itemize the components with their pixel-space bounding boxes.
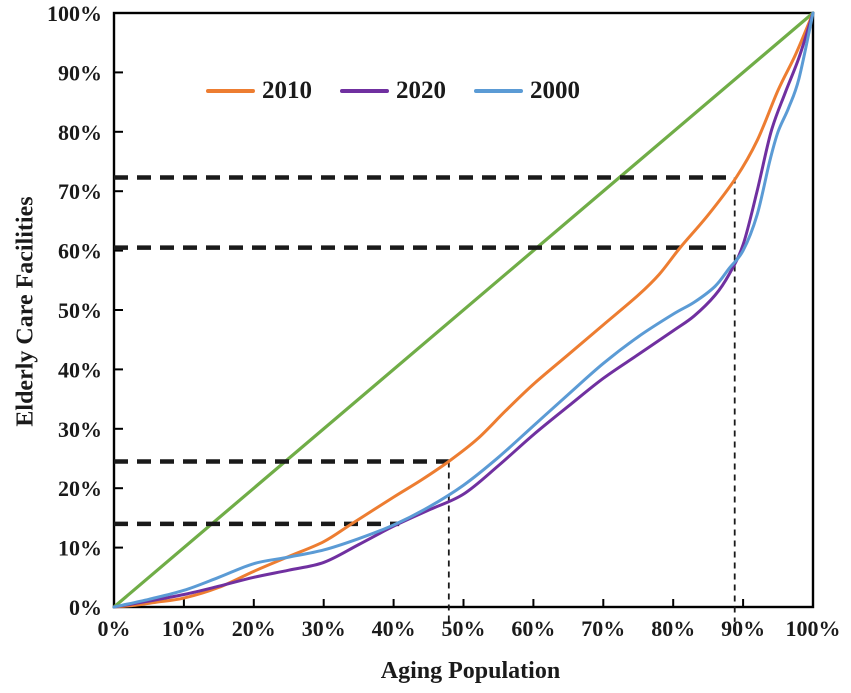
legend-item-2020: 2020 xyxy=(340,78,446,103)
legend-item-2000: 2000 xyxy=(474,78,580,103)
x-tick-label: 20% xyxy=(232,616,276,641)
legend-line-2000 xyxy=(474,88,523,93)
y-tick-label: 10% xyxy=(58,536,102,561)
legend-line-2020 xyxy=(340,88,389,93)
x-tick-label: 80% xyxy=(651,616,695,641)
y-tick-label: 40% xyxy=(58,357,102,382)
y-tick-label: 60% xyxy=(58,239,102,264)
legend-label-2020: 2020 xyxy=(396,77,446,104)
series-2020 xyxy=(112,11,815,609)
x-tick-label: 70% xyxy=(581,616,625,641)
legend-item-2010: 2010 xyxy=(206,78,312,103)
series-2000 xyxy=(112,11,815,609)
y-tick-label: 90% xyxy=(58,60,102,85)
y-tick-label: 0% xyxy=(69,595,102,620)
x-tick-label: 90% xyxy=(721,616,765,641)
y-tick-label: 70% xyxy=(58,179,102,204)
x-tick-label: 60% xyxy=(511,616,555,641)
y-tick-label: 80% xyxy=(58,120,102,145)
x-tick-label: 10% xyxy=(162,616,206,641)
chart-legend: 2010 2020 2000 xyxy=(206,78,580,103)
y-tick-label: 50% xyxy=(58,298,102,323)
y-tick-label: 100% xyxy=(47,1,102,26)
y-tick-label: 20% xyxy=(58,476,102,501)
y-tick-label: 30% xyxy=(58,417,102,442)
legend-label-2010: 2010 xyxy=(262,77,312,104)
x-axis-title: Aging Population xyxy=(380,658,561,684)
legend-line-2010 xyxy=(206,88,255,93)
x-tick-label: 100% xyxy=(786,616,841,641)
x-tick-label: 40% xyxy=(372,616,416,641)
y-axis-title: Elderly Care Facilities xyxy=(12,196,39,427)
legend-label-2000: 2000 xyxy=(530,77,580,104)
series-equality-line xyxy=(112,11,815,609)
x-tick-label: 0% xyxy=(98,616,131,641)
x-tick-label: 30% xyxy=(302,616,346,641)
